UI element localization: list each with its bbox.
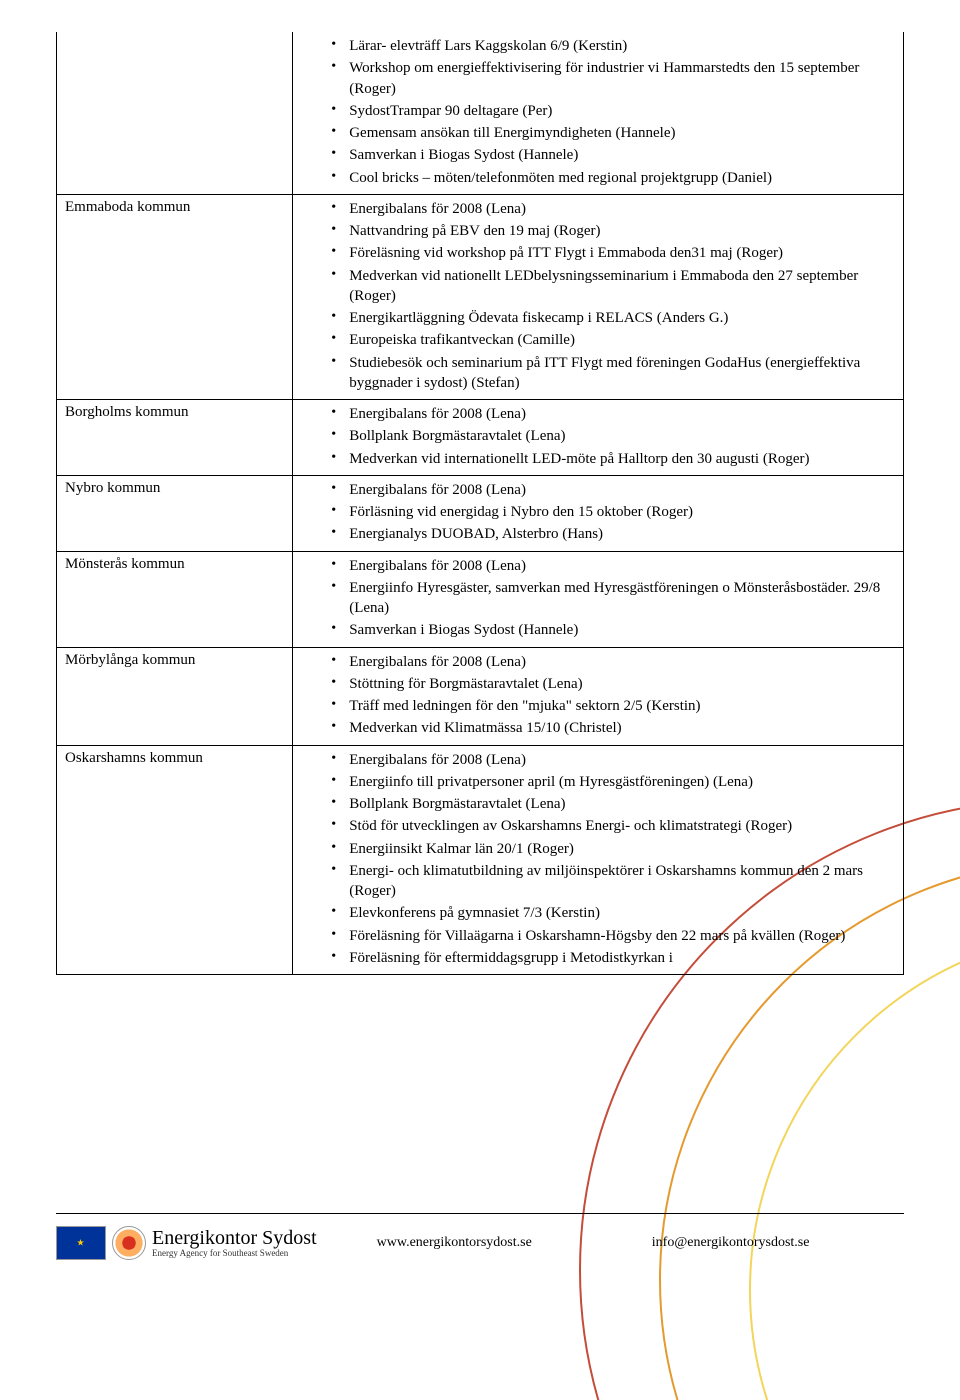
activities-cell: Energibalans för 2008 (Lena)Förläsning v… — [293, 475, 904, 551]
sun-logo — [112, 1226, 146, 1260]
activity-item: Energibalans för 2008 (Lena) — [331, 404, 895, 424]
activity-item: Samverkan i Biogas Sydost (Hannele) — [331, 620, 895, 640]
municipality-cell: Borgholms kommun — [57, 400, 293, 476]
municipality-cell: Nybro kommun — [57, 475, 293, 551]
activity-item: Lärar- elevträff Lars Kaggskolan 6/9 (Ke… — [331, 36, 895, 56]
activities-cell: Energibalans för 2008 (Lena)Energiinfo t… — [293, 745, 904, 975]
activity-item: Stöttning för Borgmästaravtalet (Lena) — [331, 674, 895, 694]
activity-item: Medverkan vid nationellt LEDbelysningsse… — [331, 266, 895, 307]
municipality-cell: Mönsterås kommun — [57, 551, 293, 647]
footer-url: www.energikontorsydost.se — [377, 1235, 532, 1251]
brand-name: Energikontor Sydost — [152, 1228, 317, 1248]
activity-item: SydostTrampar 90 deltagare (Per) — [331, 101, 895, 121]
activity-item: Energibalans för 2008 (Lena) — [331, 750, 895, 770]
activity-item: Nattvandring på EBV den 19 maj (Roger) — [331, 221, 895, 241]
activity-item: Energiinfo till privatpersoner april (m … — [331, 772, 895, 792]
activity-item: Stöd för utvecklingen av Oskarshamns Ene… — [331, 816, 895, 836]
activities-table: Lärar- elevträff Lars Kaggskolan 6/9 (Ke… — [56, 32, 904, 975]
eu-flag-logo — [56, 1226, 106, 1260]
activity-item: Energiinsikt Kalmar län 20/1 (Roger) — [331, 839, 895, 859]
activity-item: Studiebesök och seminarium på ITT Flygt … — [331, 353, 895, 394]
activity-item: Bollplank Borgmästaravtalet (Lena) — [331, 794, 895, 814]
activity-item: Energibalans för 2008 (Lena) — [331, 199, 895, 219]
activities-cell: Energibalans för 2008 (Lena)Energiinfo H… — [293, 551, 904, 647]
activity-item: Förläsning vid energidag i Nybro den 15 … — [331, 502, 895, 522]
municipality-cell — [57, 32, 293, 194]
activity-item: Europeiska trafikantveckan (Camille) — [331, 330, 895, 350]
activity-item: Energibalans för 2008 (Lena) — [331, 652, 895, 672]
activity-item: Föreläsning vid workshop på ITT Flygt i … — [331, 243, 895, 263]
activity-item: Föreläsning för eftermiddagsgrupp i Meto… — [331, 948, 895, 968]
footer-email: info@energikontorysdost.se — [652, 1235, 810, 1251]
activity-item: Samverkan i Biogas Sydost (Hannele) — [331, 145, 895, 165]
activity-item: Energianalys DUOBAD, Alsterbro (Hans) — [331, 524, 895, 544]
activity-item: Elevkonferens på gymnasiet 7/3 (Kerstin) — [331, 903, 895, 923]
activity-item: Cool bricks – möten/telefonmöten med reg… — [331, 168, 895, 188]
municipality-cell: Mörbylånga kommun — [57, 647, 293, 745]
activity-item: Träff med ledningen för den "mjuka" sekt… — [331, 696, 895, 716]
brand-subtitle: Energy Agency for Southeast Sweden — [152, 1248, 317, 1258]
activity-item: Energibalans för 2008 (Lena) — [331, 556, 895, 576]
activity-item: Medverkan vid Klimatmässa 15/10 (Christe… — [331, 718, 895, 738]
activities-cell: Energibalans för 2008 (Lena)Stöttning fö… — [293, 647, 904, 745]
page-footer: Energikontor Sydost Energy Agency for So… — [56, 1213, 904, 1260]
municipality-cell: Emmaboda kommun — [57, 194, 293, 399]
activity-item: Föreläsning för Villaägarna i Oskarshamn… — [331, 926, 895, 946]
activity-item: Gemensam ansökan till Energimyndigheten … — [331, 123, 895, 143]
activity-item: Energikartläggning Ödevata fiskecamp i R… — [331, 308, 895, 328]
activity-item: Medverkan vid internationellt LED-möte p… — [331, 449, 895, 469]
activity-item: Bollplank Borgmästaravtalet (Lena) — [331, 426, 895, 446]
activities-cell: Lärar- elevträff Lars Kaggskolan 6/9 (Ke… — [293, 32, 904, 194]
activity-item: Workshop om energieffektivisering för in… — [331, 58, 895, 99]
activities-cell: Energibalans för 2008 (Lena)Nattvandring… — [293, 194, 904, 399]
activities-cell: Energibalans för 2008 (Lena)Bollplank Bo… — [293, 400, 904, 476]
activity-item: Energiinfo Hyresgäster, samverkan med Hy… — [331, 578, 895, 619]
activity-item: Energi- och klimatutbildning av miljöins… — [331, 861, 895, 902]
municipality-cell: Oskarshamns kommun — [57, 745, 293, 975]
activity-item: Energibalans för 2008 (Lena) — [331, 480, 895, 500]
